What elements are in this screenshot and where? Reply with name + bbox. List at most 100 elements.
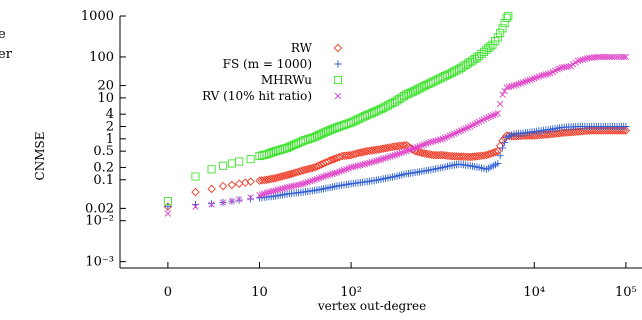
data-point: [375, 157, 382, 164]
data-point: [326, 126, 335, 135]
data-point: [378, 144, 388, 153]
data-point: [519, 79, 527, 86]
data-point: [291, 168, 301, 177]
data-point: [515, 80, 522, 88]
data-point: [280, 144, 289, 153]
data-point: [498, 144, 507, 152]
data-point: [191, 172, 200, 181]
data-point: [323, 126, 333, 136]
data-point: [393, 151, 401, 158]
data-point: [579, 56, 586, 63]
data-point: [470, 55, 479, 64]
data-point: [306, 178, 314, 185]
data-point: [461, 60, 470, 69]
data-point: [164, 210, 172, 217]
data-point: [382, 154, 389, 162]
data-point: [328, 155, 338, 164]
data-point: [346, 150, 356, 160]
data-point: [403, 147, 410, 155]
data-point: [437, 136, 444, 143]
y-tick-label: 0.2: [93, 160, 114, 175]
data-point: [499, 91, 506, 98]
data-point: [401, 140, 411, 150]
x-tick-label: 10²: [340, 285, 362, 300]
data-point: [510, 82, 518, 89]
y-tick-label: 20: [97, 79, 114, 94]
series-layer: [163, 11, 631, 217]
data-point: [191, 187, 200, 197]
data-point: [361, 160, 369, 168]
data-point: [315, 130, 324, 140]
data-point: [396, 150, 403, 157]
data-point: [498, 24, 507, 33]
data-point: [322, 172, 329, 180]
data-point: [414, 143, 421, 151]
data-point: [522, 78, 529, 85]
data-point: [296, 166, 306, 176]
data-point: [388, 98, 397, 108]
data-point: [573, 127, 583, 136]
legend-marker: [333, 75, 343, 85]
data-point: [264, 149, 274, 158]
data-point: [302, 179, 309, 187]
data-point: [385, 143, 395, 152]
y-axis-label: CNMSE: [33, 132, 47, 181]
data-point: [615, 53, 623, 61]
data-point: [555, 128, 564, 138]
data-point: [362, 146, 372, 156]
data-point: [262, 175, 271, 185]
data-point: [278, 172, 287, 181]
data-point: [207, 184, 216, 194]
data-point: [246, 177, 255, 186]
data-point: [207, 200, 216, 208]
data-point: [556, 65, 563, 72]
data-point: [606, 53, 613, 61]
data-point: [326, 156, 336, 165]
data-point: [312, 162, 322, 171]
data-point: [493, 33, 502, 42]
data-point: [366, 159, 373, 167]
data-point: [219, 199, 227, 206]
data-point: [622, 53, 630, 61]
data-point: [317, 129, 326, 138]
legend-label: FS (m = 1000): [223, 57, 312, 71]
data-point: [398, 149, 405, 156]
data-point: [496, 100, 504, 108]
data-point: [358, 147, 368, 157]
data-point: [482, 150, 491, 160]
data-point: [247, 194, 254, 201]
data-point: [276, 186, 284, 193]
data-point: [457, 63, 466, 72]
data-point: [402, 90, 411, 99]
y-tick-label: 1000: [81, 9, 114, 24]
data-point: [324, 172, 332, 179]
data-point: [501, 138, 509, 147]
data-point: [427, 138, 435, 146]
y-tick-label: 0.5: [93, 144, 114, 159]
data-point: [395, 141, 404, 151]
data-point: [406, 88, 415, 97]
data-point: [432, 137, 439, 145]
data-point: [164, 203, 172, 211]
data-point: [456, 152, 466, 161]
data-point: [267, 148, 276, 157]
data-point: [313, 175, 321, 183]
data-point: [430, 138, 437, 145]
data-point: [470, 152, 479, 161]
data-point: [405, 147, 412, 154]
data-point: [489, 148, 498, 157]
data-point: [337, 151, 347, 161]
data-point: [260, 175, 269, 185]
legend-marker: [334, 92, 342, 100]
data-point: [227, 180, 237, 190]
y-tick-label: 1: [106, 132, 114, 147]
data-point: [218, 181, 228, 191]
data-point: [311, 176, 318, 183]
data-point: [434, 150, 443, 160]
y-tick-label: 2: [106, 120, 114, 135]
data-point: [275, 172, 285, 182]
data-point: [351, 149, 361, 158]
data-point: [246, 155, 255, 164]
x-tick-label: 0: [164, 285, 172, 300]
